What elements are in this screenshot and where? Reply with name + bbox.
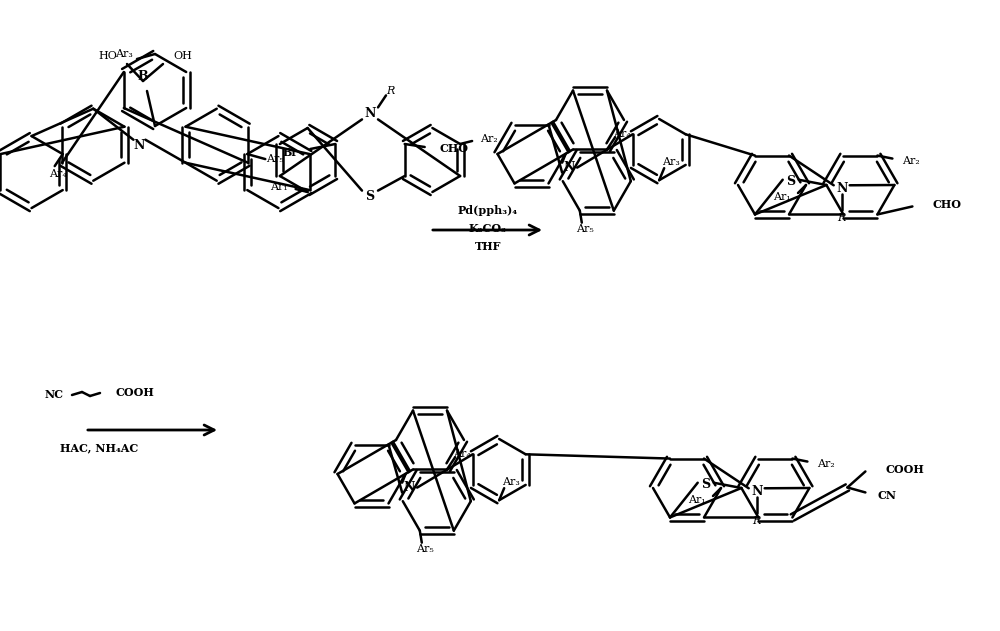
Text: S: S [701, 478, 710, 491]
Text: R: R [386, 86, 394, 97]
Text: NC: NC [45, 389, 64, 401]
Text: Ar₁: Ar₁ [773, 192, 791, 202]
Text: R: R [838, 213, 846, 223]
Text: HO: HO [98, 51, 117, 61]
Text: Ar₂: Ar₂ [902, 156, 920, 165]
Text: CN: CN [877, 490, 896, 501]
Text: Ar₂: Ar₂ [817, 459, 835, 469]
Text: CHO: CHO [932, 199, 961, 210]
Text: Ar₅: Ar₅ [416, 544, 434, 553]
Text: S: S [365, 190, 375, 203]
Text: Ar₃: Ar₃ [662, 157, 680, 167]
Text: Ar₅: Ar₅ [266, 154, 284, 164]
Text: N: N [364, 107, 376, 120]
Text: Ar₃: Ar₃ [502, 477, 520, 487]
Text: OH: OH [173, 51, 192, 61]
Text: S: S [786, 175, 795, 188]
Text: Br: Br [282, 146, 297, 158]
Text: Ar₄: Ar₄ [613, 129, 631, 139]
Text: N: N [751, 485, 762, 498]
Text: Ar₄: Ar₄ [453, 449, 471, 459]
Text: Ar₅: Ar₅ [576, 223, 594, 233]
Text: N: N [403, 481, 415, 494]
Text: Ar₂: Ar₂ [480, 134, 498, 144]
Text: N: N [134, 139, 145, 152]
Text: Pd(pph₃)₄: Pd(pph₃)₄ [458, 204, 518, 216]
Text: R: R [753, 516, 761, 526]
Text: THF: THF [475, 240, 501, 252]
Text: N: N [563, 161, 575, 174]
Text: Ar₃: Ar₃ [115, 49, 133, 59]
Text: COOH: COOH [115, 387, 154, 398]
Text: B: B [138, 69, 148, 83]
Text: Ar₄: Ar₄ [49, 169, 67, 179]
Text: K₂CO₃: K₂CO₃ [469, 223, 507, 233]
Text: Ar₁: Ar₁ [688, 495, 706, 505]
Text: COOH: COOH [885, 464, 924, 475]
Text: N: N [836, 182, 847, 195]
Text: HAC, NH₄AC: HAC, NH₄AC [60, 442, 138, 454]
Text: CHO: CHO [440, 143, 469, 155]
Text: Ar₁: Ar₁ [270, 182, 288, 192]
